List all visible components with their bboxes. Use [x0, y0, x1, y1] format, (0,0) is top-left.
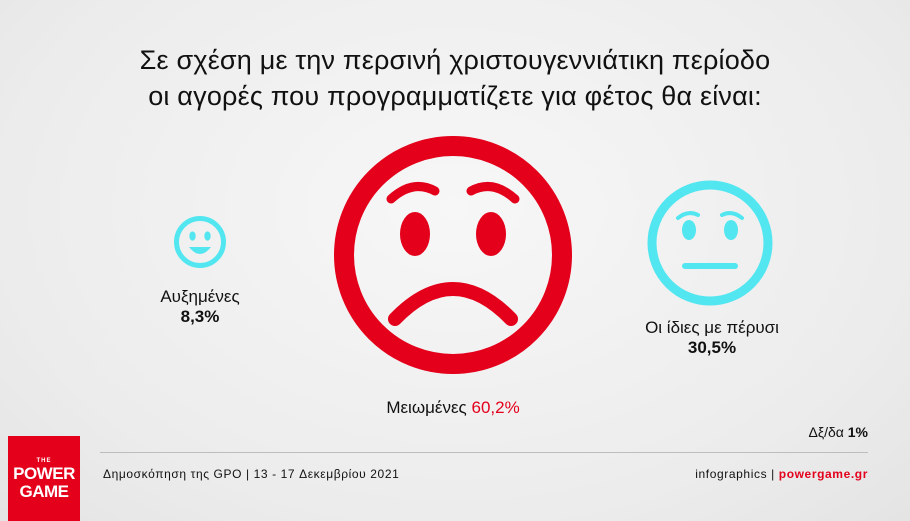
credit-text: infographics | powergame.gr [695, 467, 868, 481]
label-same-value: 30,5% [687, 338, 737, 357]
source-text: Δημοσκόπηση της GPO | 13 - 17 Δεκεμβρίου… [103, 467, 400, 481]
dont-know-label: Δξ/δα [808, 424, 844, 440]
label-decreased: Μειωμένες 60,2% [330, 398, 576, 418]
sad-face-icon [334, 136, 572, 374]
label-decreased-name: Μειωμένες [386, 398, 467, 417]
label-decreased-value: 60,2% [471, 398, 520, 417]
credit-site-link[interactable]: powergame.gr [778, 467, 868, 481]
chart-title: Σε σχέση με την περσινή χριστουγεννιάτικ… [0, 42, 910, 114]
dont-know-value: 1% [847, 424, 868, 440]
label-same-name: Οι ίδιες με πέρυσι [645, 318, 779, 337]
label-increased-value: 8,3% [180, 307, 220, 326]
footer-divider [100, 452, 868, 453]
label-same: Οι ίδιες με πέρυσι 30,5% [612, 318, 812, 358]
title-line-1: Σε σχέση με την περσινή χριστουγεννιάτικ… [139, 45, 771, 75]
label-increased-name: Αυξημένες [160, 287, 240, 306]
logo-the: THE [36, 458, 52, 464]
label-increased: Αυξημένες 8,3% [130, 287, 270, 327]
happy-face-icon [174, 216, 226, 268]
dont-know-note: Δξ/δα 1% [808, 424, 868, 440]
logo-line-2: GAME [19, 482, 70, 501]
credit-prefix: infographics | [695, 467, 779, 481]
powergame-logo: THE POWER GAME [8, 436, 80, 521]
neutral-face-icon [647, 180, 773, 306]
title-line-2: οι αγορές που προγραμματίζετε για φέτος … [148, 81, 762, 111]
logo-line-1: POWER [13, 464, 75, 483]
